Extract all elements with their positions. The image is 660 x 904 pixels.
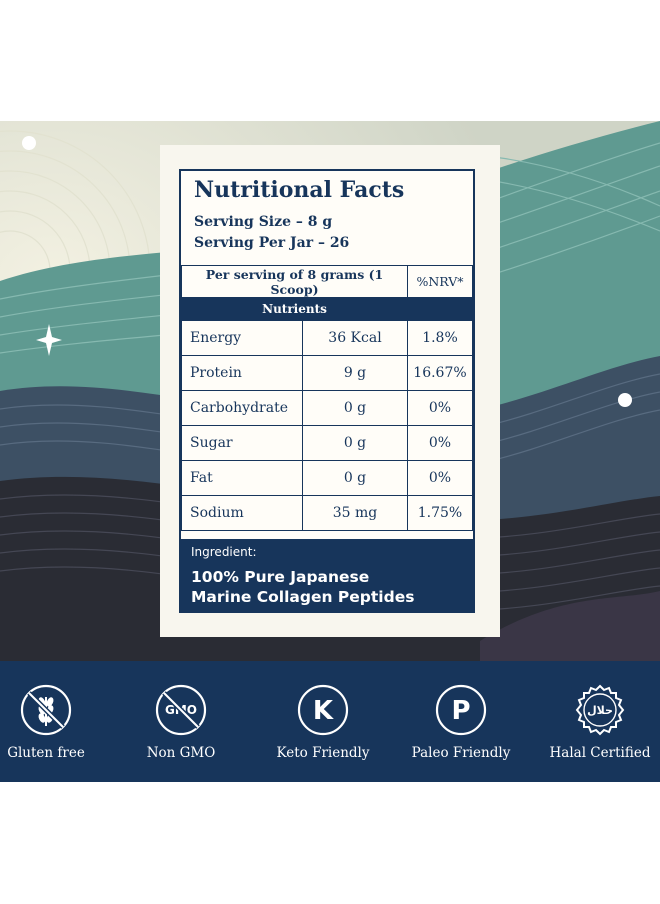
- nutrient-name: Carbohydrate: [181, 390, 303, 426]
- gmo-crossed-icon: GMO: [155, 684, 207, 736]
- table-header-row: Per serving of 8 grams (1 Scoop) %NRV*: [181, 265, 473, 298]
- nutrient-nrv: 0%: [407, 425, 473, 461]
- nutrient-nrv: 0%: [407, 390, 473, 426]
- letter-k-icon: K: [297, 684, 349, 736]
- ingredient-label: Ingredient:: [191, 545, 257, 559]
- nutrient-name: Fat: [181, 460, 303, 496]
- letter-p-icon: P: [435, 684, 487, 736]
- badge-label: Halal Certified: [549, 745, 651, 761]
- table-row: Sugar 0 g 0%: [181, 425, 473, 461]
- badge-non-gmo: GMO Non GMO: [115, 683, 247, 761]
- nutrition-card: Nutritional Facts Serving Size – 8 g Ser…: [160, 145, 500, 637]
- nutrient-nrv: 0%: [407, 460, 473, 496]
- table-row: Energy 36 Kcal 1.8%: [181, 320, 473, 356]
- nutrition-title: Nutritional Facts: [194, 177, 405, 203]
- nutrient-name: Sugar: [181, 425, 303, 461]
- ingredient-text: 100% Pure Japanese Marine Collagen Pepti…: [191, 567, 414, 607]
- serving-size: Serving Size – 8 g: [194, 214, 333, 230]
- svg-text:P: P: [451, 696, 470, 726]
- nrv-header: %NRV*: [407, 265, 473, 298]
- badge-label: Paleo Friendly: [411, 745, 511, 761]
- nutrient-name: Protein: [181, 355, 303, 391]
- ingredient-line-2: Marine Collagen Peptides: [191, 588, 415, 606]
- nutrient-nrv: 16.67%: [407, 355, 473, 391]
- table-row: Sodium 35 mg 1.75%: [181, 495, 473, 531]
- badges-band: Gluten free GMO Non GMO K Keto Friendly …: [0, 661, 660, 782]
- table-row: Protein 9 g 16.67%: [181, 355, 473, 391]
- ingredient-box: Ingredient: 100% Pure Japanese Marine Co…: [181, 539, 473, 611]
- nutrient-amount: 35 mg: [302, 495, 408, 531]
- nutrients-header-row: Nutrients: [181, 297, 473, 321]
- nutrient-amount: 0 g: [302, 390, 408, 426]
- ingredient-line-1: 100% Pure Japanese: [191, 568, 370, 586]
- nutrient-nrv: 1.75%: [407, 495, 473, 531]
- nutrient-nrv: 1.8%: [407, 320, 473, 356]
- halal-seal-icon: حلال: [575, 684, 625, 736]
- wheat-crossed-icon: [20, 684, 72, 736]
- nutrition-panel: Nutritional Facts Serving Size – 8 g Ser…: [179, 169, 475, 613]
- nutrient-amount: 9 g: [302, 355, 408, 391]
- nutrients-header-blank: [407, 297, 473, 321]
- table-row: Carbohydrate 0 g 0%: [181, 390, 473, 426]
- nutrition-table: Per serving of 8 grams (1 Scoop) %NRV* N…: [181, 265, 473, 531]
- svg-text:K: K: [313, 696, 334, 726]
- nutrient-name: Energy: [181, 320, 303, 356]
- badge-keto-friendly: K Keto Friendly: [257, 683, 389, 761]
- per-serving-header: Per serving of 8 grams (1 Scoop): [181, 265, 408, 298]
- servings-per-jar: Serving Per Jar – 26: [194, 235, 350, 251]
- badge-label: Gluten free: [7, 745, 85, 761]
- table-row: Fat 0 g 0%: [181, 460, 473, 496]
- nutrient-amount: 36 Kcal: [302, 320, 408, 356]
- nutrients-header: Nutrients: [181, 297, 408, 321]
- badge-paleo-friendly: P Paleo Friendly: [395, 683, 527, 761]
- nutrient-name: Sodium: [181, 495, 303, 531]
- badge-gluten-free: Gluten free: [0, 683, 112, 761]
- badge-label: Non GMO: [146, 745, 216, 761]
- badge-halal-certified: حلال Halal Certified: [534, 683, 660, 761]
- svg-text:حلال: حلال: [587, 704, 613, 717]
- badge-label: Keto Friendly: [276, 745, 370, 761]
- nutrient-amount: 0 g: [302, 460, 408, 496]
- nutrient-amount: 0 g: [302, 425, 408, 461]
